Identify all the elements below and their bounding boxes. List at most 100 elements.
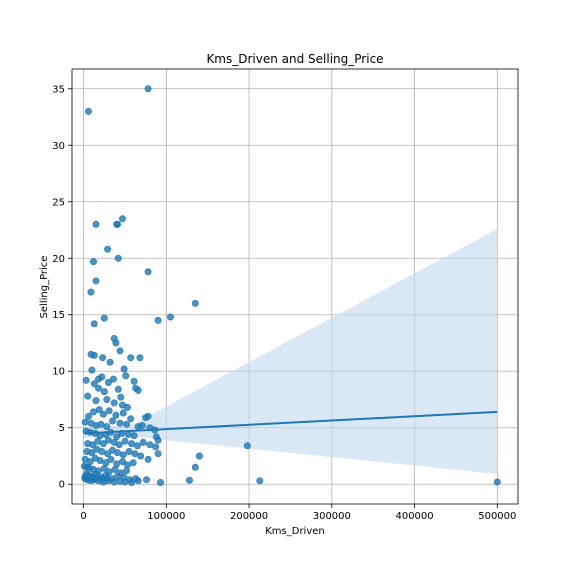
x-axis-ticks: 0 100000 200000 300000 400000 500000 [80,504,516,522]
y-tick-label: 0 [59,480,65,491]
y-tick-label: 20 [52,254,65,265]
y-tick-label: 15 [52,310,65,321]
y-axis-ticks: 0 5 10 15 20 25 30 35 [52,84,72,491]
data-point [127,354,135,362]
data-point [111,465,119,473]
data-point [146,441,154,449]
data-point [195,452,203,460]
data-point [123,461,131,469]
data-point [191,299,199,307]
data-point [125,447,133,455]
data-point [123,467,131,475]
data-point [109,375,117,383]
data-point [154,436,162,444]
data-point [154,450,162,458]
data-point [493,478,501,486]
data-point [119,458,127,466]
data-point [139,438,147,446]
data-point [110,478,118,486]
x-tick-label: 100000 [147,511,185,522]
x-tick-label: 300000 [313,511,351,522]
data-point [97,420,105,428]
data-point [112,411,120,419]
data-point [131,450,139,458]
data-point [103,423,111,431]
data-point [130,432,138,440]
data-point [90,320,98,328]
data-point [114,449,122,457]
data-point [88,366,96,374]
data-point [121,437,129,445]
x-tick-label: 200000 [230,511,268,522]
data-point [99,354,107,362]
data-point [90,380,98,388]
y-tick-label: 35 [52,84,65,95]
axes-frame [71,68,519,505]
data-point [85,107,93,115]
data-point [105,407,113,415]
data-point [88,449,96,457]
data-point [119,451,127,459]
data-point [157,478,165,486]
data-point [90,351,98,359]
data-point [90,408,98,416]
y-axis-label: Selling_Price [39,256,50,319]
data-point [112,339,120,347]
data-point [138,421,146,429]
y-tick-label: 5 [59,423,65,434]
data-point [92,220,100,228]
x-tick-label: 500000 [478,511,516,522]
regression-line [83,410,498,435]
data-point [86,458,94,466]
data-point [96,456,104,464]
y-tick-label: 10 [52,367,65,378]
data-point [103,474,111,482]
data-point [120,365,128,373]
data-point [116,419,124,427]
data-point [144,85,152,93]
data-point [127,415,135,423]
data-point [128,478,136,486]
data-point [129,459,137,467]
data-point [110,399,118,407]
data-point [98,447,106,455]
data-point [122,372,130,380]
data-point [114,254,122,262]
data-point [123,420,131,428]
data-point [136,354,144,362]
data-point [84,392,92,400]
x-axis-label: Kms_Driven [265,526,325,537]
data-point [81,418,89,426]
confidence-band [84,228,498,475]
data-point [115,441,123,449]
data-point [144,455,152,463]
data-point [133,442,141,450]
data-point [117,393,125,401]
data-point [100,314,108,322]
data-point [119,215,127,223]
data-point [107,455,115,463]
data-point [98,373,106,381]
data-point [92,277,100,285]
data-point [92,397,100,405]
data-point [243,442,251,450]
data-point [99,410,107,418]
data-point [191,463,199,471]
data-point [109,417,117,425]
data-point [144,412,152,420]
data-point [167,313,175,321]
data-point [134,386,142,394]
data-point [87,288,95,296]
data-point [124,430,132,438]
data-point [85,412,93,420]
data-point [128,440,136,448]
data-point [116,347,124,355]
data-point [89,441,97,449]
data-point [154,316,162,324]
data-point [137,452,145,460]
data-point [103,395,111,403]
data-point [186,476,194,484]
x-tick-label: 400000 [395,511,433,522]
